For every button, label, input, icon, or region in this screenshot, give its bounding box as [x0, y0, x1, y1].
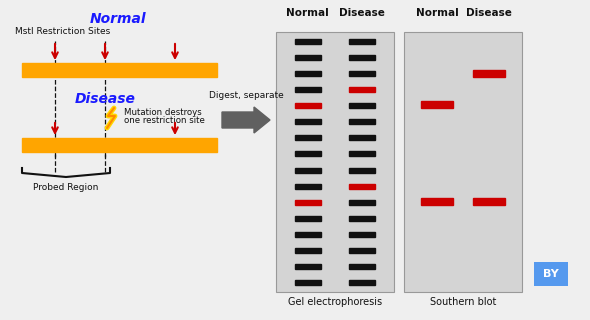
Bar [349, 87, 375, 92]
Text: Normal: Normal [90, 12, 146, 26]
Bar [295, 184, 321, 189]
Text: Disease: Disease [339, 8, 385, 18]
Bar [22, 138, 217, 152]
FancyArrow shape [222, 107, 270, 133]
Bar [295, 39, 321, 44]
Bar [276, 32, 394, 292]
Bar [295, 135, 321, 140]
Text: MstI Restriction Sites: MstI Restriction Sites [15, 27, 110, 36]
Bar [295, 216, 321, 221]
Bar [349, 184, 375, 189]
Bar [349, 151, 375, 156]
Bar [295, 200, 321, 205]
Bar [349, 280, 375, 285]
Bar [349, 248, 375, 253]
Bar [349, 39, 375, 44]
Bar [349, 55, 375, 60]
Bar [295, 103, 321, 108]
Bar [295, 232, 321, 237]
Bar [295, 280, 321, 285]
Bar [349, 200, 375, 205]
Bar [404, 32, 522, 292]
Bar [22, 63, 217, 77]
Bar [473, 197, 505, 204]
Bar [473, 70, 505, 77]
Bar [421, 197, 453, 204]
Text: Normal: Normal [287, 8, 329, 18]
Text: Probed Region: Probed Region [33, 183, 99, 192]
Text: BY: BY [543, 269, 559, 279]
Text: Normal: Normal [416, 8, 458, 18]
Text: one restriction site: one restriction site [124, 116, 205, 125]
Bar [295, 248, 321, 253]
Text: Mutation destroys: Mutation destroys [124, 108, 202, 117]
Bar [349, 264, 375, 269]
Bar [349, 71, 375, 76]
Bar [421, 101, 453, 108]
Bar [295, 264, 321, 269]
Text: Gel electrophoresis: Gel electrophoresis [288, 297, 382, 307]
Bar [295, 168, 321, 172]
Bar [534, 262, 568, 286]
Bar [349, 135, 375, 140]
Text: Disease: Disease [466, 8, 512, 18]
Text: Southern blot: Southern blot [430, 297, 496, 307]
Bar [349, 168, 375, 172]
Bar [349, 216, 375, 221]
Text: Digest, separate: Digest, separate [209, 91, 283, 100]
Bar [295, 151, 321, 156]
Text: Disease: Disease [74, 92, 136, 106]
Bar [349, 232, 375, 237]
Bar [349, 103, 375, 108]
Bar [295, 71, 321, 76]
Bar [295, 55, 321, 60]
Bar [349, 119, 375, 124]
Bar [295, 119, 321, 124]
Bar [295, 87, 321, 92]
